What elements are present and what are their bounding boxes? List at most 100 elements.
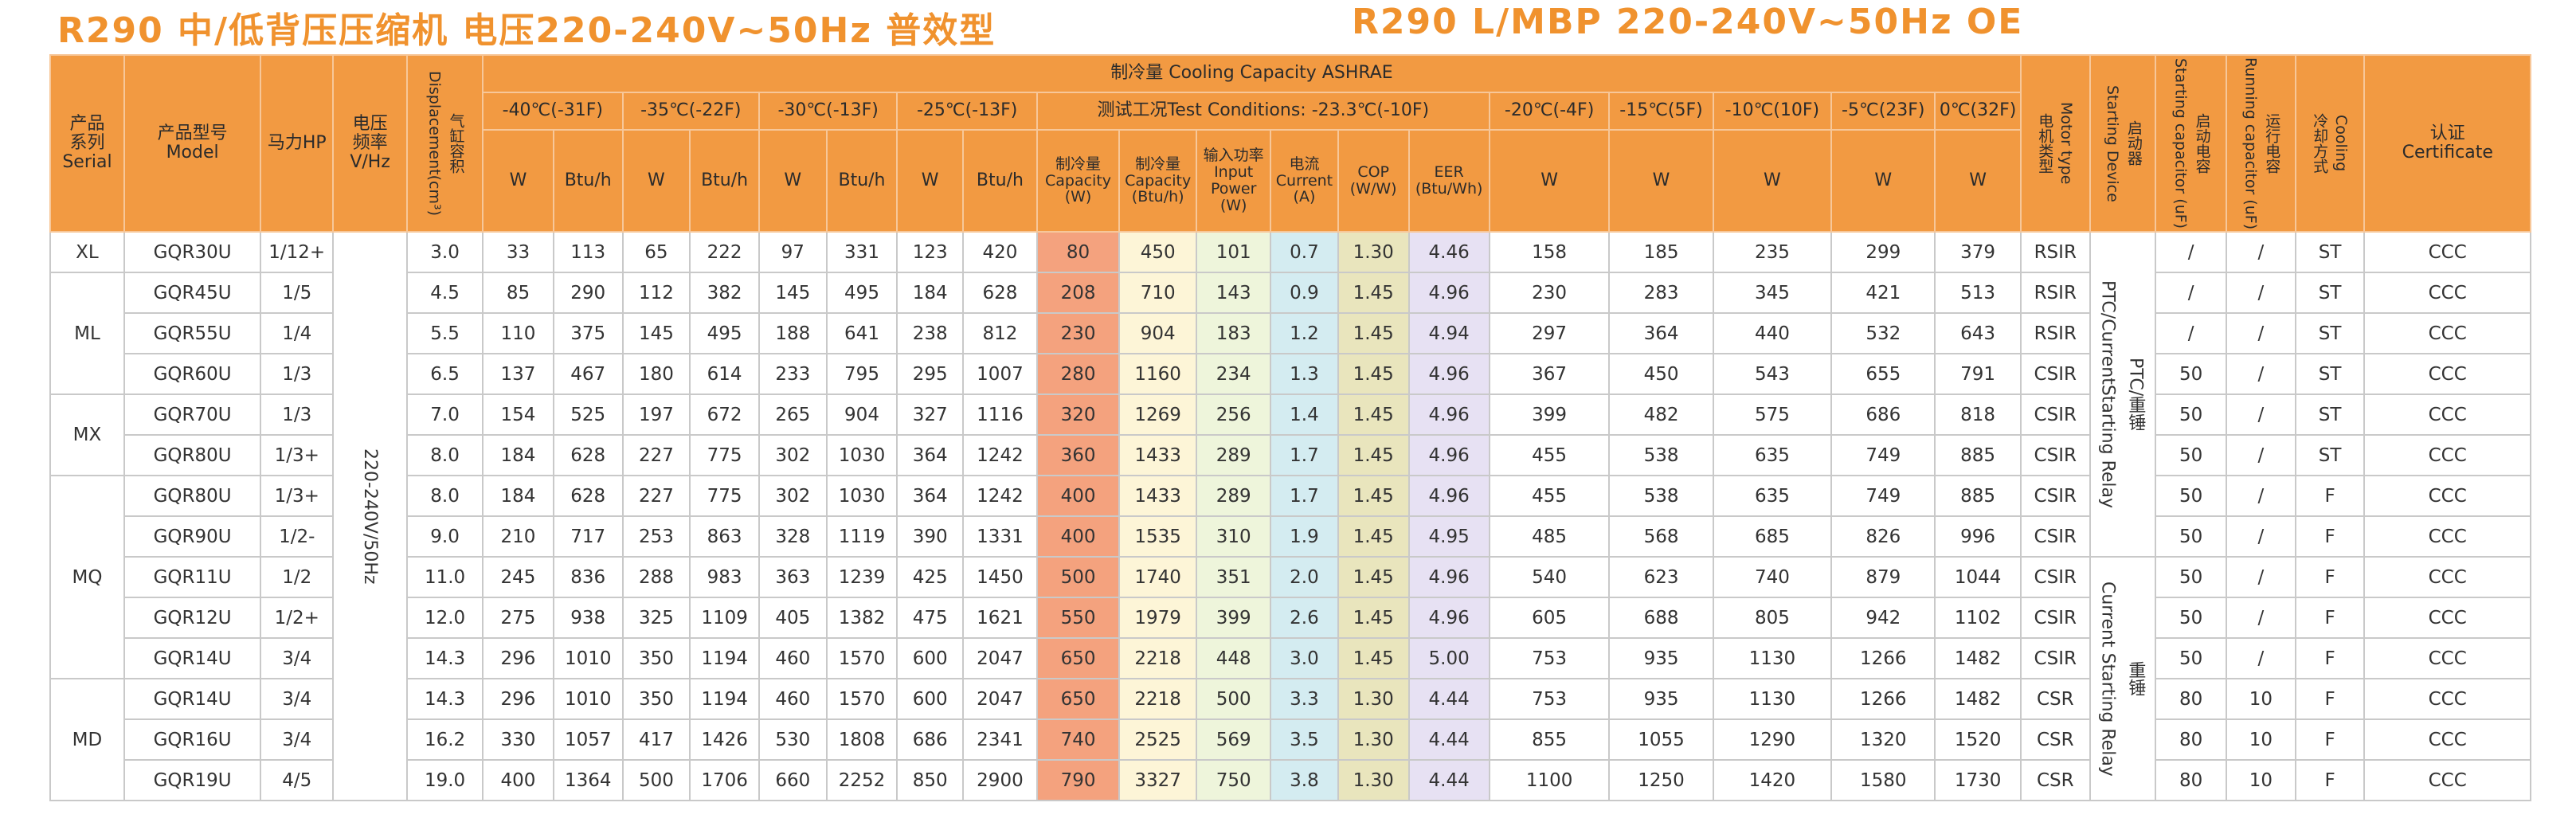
starting-device-cell: Current Starting Relay 重锤 bbox=[2089, 556, 2157, 801]
data-cell: / bbox=[2226, 272, 2296, 314]
starting-device-cell-text: Current Starting Relay bbox=[2097, 581, 2118, 777]
data-cell: 1.4 bbox=[1270, 393, 1339, 436]
data-cell-text: 420 bbox=[982, 241, 1018, 263]
data-cell-text: 450 bbox=[1643, 363, 1679, 385]
data-cell: 379 bbox=[1934, 231, 2022, 273]
data-cell-text: 1/12+ bbox=[268, 241, 326, 263]
temperature-header: -40℃(-31F) bbox=[482, 92, 624, 131]
data-cell-text: 1007 bbox=[977, 363, 1024, 385]
model-header-text: 产品型号 bbox=[157, 123, 228, 143]
data-cell: 1706 bbox=[689, 759, 760, 801]
data-cell-text: 1055 bbox=[1638, 729, 1685, 750]
data-cell: F bbox=[2294, 515, 2366, 558]
data-cell-text: 818 bbox=[1960, 404, 1996, 425]
data-cell: 9.0 bbox=[406, 515, 484, 558]
data-cell: 750 bbox=[1196, 759, 1272, 801]
data-cell-text: 1730 bbox=[1954, 769, 2002, 791]
data-cell: 375 bbox=[552, 312, 624, 354]
data-cell-text: 363 bbox=[775, 566, 811, 588]
data-cell-text: GQR60U bbox=[153, 363, 232, 385]
data-cell: 448 bbox=[1196, 637, 1272, 679]
data-cell-text: 197 bbox=[638, 404, 674, 425]
data-cell: 538 bbox=[1608, 475, 1714, 517]
data-cell: / bbox=[2226, 597, 2296, 639]
data-cell: 14.3 bbox=[406, 678, 484, 720]
data-cell: 450 bbox=[1118, 231, 1198, 273]
data-cell-text: 1102 bbox=[1954, 607, 2002, 628]
data-cell-text: 749 bbox=[1865, 444, 1901, 466]
temperature-header: -5℃(23F) bbox=[1830, 92, 1936, 131]
data-cell: 740 bbox=[1712, 556, 1833, 598]
test-column-header-text: (W) bbox=[1219, 196, 1247, 214]
data-cell-text: / bbox=[2187, 282, 2194, 303]
data-cell-text: / bbox=[2257, 241, 2265, 263]
data-cell: 3/4 bbox=[260, 637, 335, 679]
data-cell-text: 1.30 bbox=[1353, 241, 1394, 263]
table-row: MQ GQR80U 1/3+ 8.0 184 628 227 775 302 1030 364 124… bbox=[49, 475, 2531, 679]
data-cell-text: 885 bbox=[1960, 444, 1996, 466]
data-cell: / bbox=[2226, 434, 2296, 476]
data-cell: 1/2 bbox=[260, 556, 335, 598]
unit-header-text: W bbox=[1874, 170, 1893, 190]
data-cell: 628 bbox=[961, 272, 1038, 314]
data-cell-text: F bbox=[2324, 566, 2335, 588]
data-cell: 364 bbox=[896, 434, 964, 476]
data-cell-text: CCC bbox=[2428, 404, 2467, 425]
serial-cell: MD bbox=[49, 678, 125, 801]
data-cell-text: 2.6 bbox=[1290, 607, 1319, 628]
data-cell-text: 1482 bbox=[1954, 688, 2002, 710]
data-cell-text: 302 bbox=[775, 444, 811, 466]
data-cell-text: 1.45 bbox=[1353, 444, 1394, 466]
data-cell: 569 bbox=[1196, 718, 1272, 761]
test-column-header-text: 制冷量 bbox=[1135, 155, 1181, 173]
data-cell: 660 bbox=[758, 759, 828, 801]
data-cell: 2047 bbox=[961, 637, 1038, 679]
data-cell: 500 bbox=[1196, 678, 1272, 720]
starting-device-cell-text: PTC/CurrentStarting Relay bbox=[2097, 280, 2118, 509]
data-cell: GQR90U bbox=[123, 515, 262, 558]
data-cell: 482 bbox=[1608, 393, 1714, 436]
data-cell-text: CSR bbox=[2036, 688, 2074, 710]
data-cell: 1808 bbox=[825, 718, 898, 761]
data-cell-text: 710 bbox=[1140, 282, 1176, 303]
temperature-header: -15℃(5F) bbox=[1608, 92, 1714, 131]
data-cell-text: 1740 bbox=[1134, 566, 1181, 588]
data-cell: CSIR bbox=[2019, 597, 2091, 639]
data-cell: CCC bbox=[2363, 434, 2531, 476]
data-cell-text: 775 bbox=[707, 444, 742, 466]
data-cell-text: 475 bbox=[912, 607, 948, 628]
data-cell: 650 bbox=[1035, 678, 1121, 720]
data-cell-text: 1450 bbox=[977, 566, 1024, 588]
data-cell: 280 bbox=[1035, 353, 1121, 395]
data-cell: GQR80U bbox=[123, 434, 262, 476]
data-cell: 10 bbox=[2226, 759, 2296, 801]
data-cell-text: 345 bbox=[1754, 282, 1790, 303]
displacement-header-text: 气缸容积 bbox=[447, 112, 465, 174]
data-cell: 1450 bbox=[961, 556, 1038, 598]
data-cell-text: 4.94 bbox=[1428, 323, 1470, 344]
data-cell: CSIR bbox=[2019, 556, 2091, 598]
unit-header-text: W bbox=[1652, 170, 1670, 190]
data-cell-text: 0.7 bbox=[1290, 241, 1319, 263]
cooling-header: 冷却方式 Cooling bbox=[2294, 54, 2366, 233]
data-cell-text: 1100 bbox=[1525, 769, 1573, 791]
data-cell-text: 749 bbox=[1865, 485, 1901, 507]
cooling-capacity-header: 制冷量 Cooling Capacity ASHRAE bbox=[482, 54, 2022, 93]
data-cell: CSIR bbox=[2019, 434, 2091, 476]
data-cell: 1/5 bbox=[260, 272, 335, 314]
table-row: XL GQR30U 1/12+ 220-240V/50Hz 3.0 33 113 65 222 9… bbox=[49, 231, 2531, 801]
data-cell: 904 bbox=[1118, 312, 1198, 354]
data-cell: 253 bbox=[621, 515, 691, 558]
data-cell: 1979 bbox=[1118, 597, 1198, 639]
data-cell: 12.0 bbox=[406, 597, 484, 639]
data-cell-text: 1.45 bbox=[1353, 323, 1394, 344]
header-row: W Btu/h W Btu/h W Btu/h W Btu/h 制冷量 Capacity (W) 制冷… bbox=[50, 129, 2531, 233]
data-cell: CCC bbox=[2363, 231, 2531, 273]
data-cell: 540 bbox=[1488, 556, 1611, 598]
data-cell-text: 1010 bbox=[564, 648, 612, 669]
data-cell-text: / bbox=[2257, 607, 2265, 628]
data-cell-text: 302 bbox=[775, 485, 811, 507]
data-cell-text: 635 bbox=[1754, 485, 1790, 507]
data-cell-text: 628 bbox=[570, 444, 606, 466]
data-cell: 158 bbox=[1488, 231, 1611, 273]
